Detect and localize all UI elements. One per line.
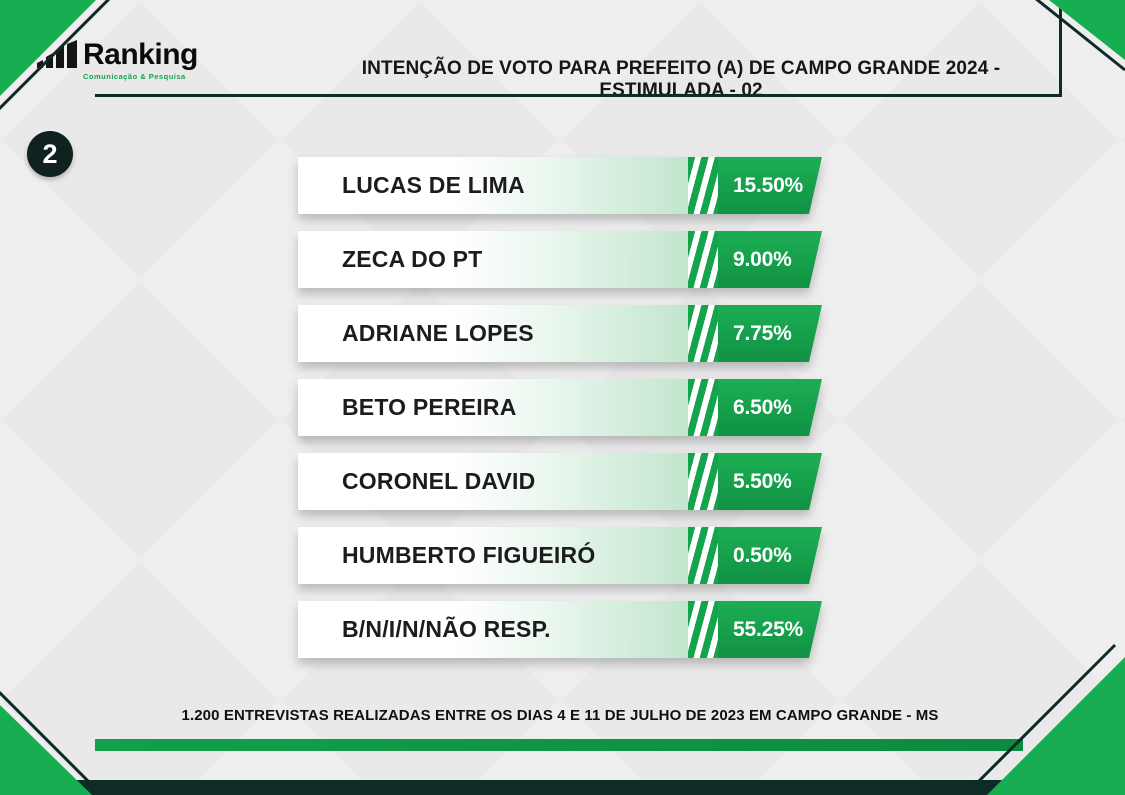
bar-row: BETO PEREIRA 6.50%: [298, 379, 822, 436]
bar-row: LUCAS DE LIMA 15.50%: [298, 157, 822, 214]
header-right-divider-line: [1059, 0, 1062, 94]
ranking-logo: Ranking Comunicação & Pesquisa: [36, 40, 198, 81]
bar-value: 55.25%: [718, 601, 822, 658]
bar-value: 5.50%: [718, 453, 822, 510]
survey-footnote: 1.200 ENTREVISTAS REALIZADAS ENTRE OS DI…: [181, 707, 939, 724]
poll-bars: LUCAS DE LIMA 15.50% ZECA DO PT 9.00% AD…: [298, 157, 822, 658]
bar-value: 7.75%: [718, 305, 822, 362]
bar-label: ZECA DO PT: [298, 231, 688, 288]
bar-stripe-divider: [688, 527, 718, 584]
bar-stripe-divider: [688, 379, 718, 436]
bar-value: 0.50%: [718, 527, 822, 584]
bar-stripe-divider: [688, 601, 718, 658]
bar-row: HUMBERTO FIGUEIRÓ 0.50%: [298, 527, 822, 584]
bar-row: ZECA DO PT 9.00%: [298, 231, 822, 288]
bar-value: 9.00%: [718, 231, 822, 288]
footer-green-bar: [95, 739, 1023, 751]
bar-row: CORONEL DAVID 5.50%: [298, 453, 822, 510]
logo-brand-text: Ranking: [83, 38, 198, 71]
footer-right-connector-line: [1057, 739, 1060, 781]
bar-stripe-divider: [688, 231, 718, 288]
bar-value: 6.50%: [718, 379, 822, 436]
bar-value: 15.50%: [718, 157, 822, 214]
bar-label: HUMBERTO FIGUEIRÓ: [298, 527, 688, 584]
bar-stripe-divider: [688, 157, 718, 214]
bar-row: ADRIANE LOPES 7.75%: [298, 305, 822, 362]
bar-stripe-divider: [688, 453, 718, 510]
slide-number-badge: 2: [27, 131, 73, 177]
header-divider-line: [95, 94, 1062, 97]
bar-label: B/N/I/N/NÃO RESP.: [298, 601, 688, 658]
ranking-logo-icon: [37, 40, 77, 68]
bar-label: ADRIANE LOPES: [298, 305, 688, 362]
bar-label: BETO PEREIRA: [298, 379, 688, 436]
bar-stripe-divider: [688, 305, 718, 362]
logo-tagline-text: Comunicação & Pesquisa: [83, 72, 186, 81]
bar-label: LUCAS DE LIMA: [298, 157, 688, 214]
bar-row: B/N/I/N/NÃO RESP. 55.25%: [298, 601, 822, 658]
bar-label: CORONEL DAVID: [298, 453, 688, 510]
bottom-dark-strip: [0, 780, 1125, 795]
